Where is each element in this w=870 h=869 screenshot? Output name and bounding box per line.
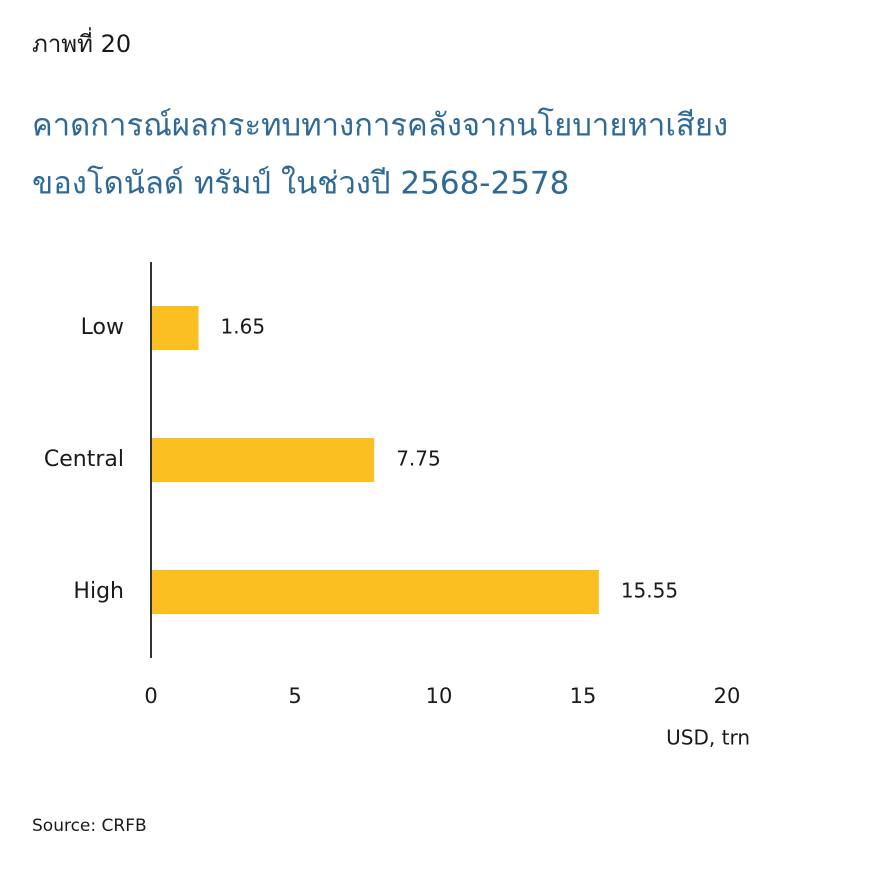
source: Source: CRFB <box>32 816 147 836</box>
y-tick-label: Central <box>44 447 124 472</box>
x-axis-label: USD, trn <box>666 726 750 750</box>
bar <box>151 306 199 350</box>
x-tick-label: 15 <box>570 684 597 708</box>
data-label: 7.75 <box>396 447 441 471</box>
x-tick-label: 0 <box>144 684 157 708</box>
data-label: 15.55 <box>621 579 678 603</box>
y-tick-label: Low <box>81 315 124 340</box>
x-tick-label: 5 <box>288 684 301 708</box>
chart-title: คาดการณ์ผลกระทบทางการคลังจากนโยบายหาเสีย… <box>32 108 728 144</box>
chart-title: ของโดนัลด์ ทรัมป์ ในช่วงปี 2568-2578 <box>32 166 569 202</box>
bar <box>151 438 375 482</box>
x-tick-label: 10 <box>426 684 453 708</box>
data-label: 1.65 <box>221 315 266 339</box>
y-tick-label: High <box>73 579 124 604</box>
x-tick-label: 20 <box>714 684 741 708</box>
bar <box>151 570 599 614</box>
figure-label: ภาพที่ 20 <box>32 27 131 58</box>
